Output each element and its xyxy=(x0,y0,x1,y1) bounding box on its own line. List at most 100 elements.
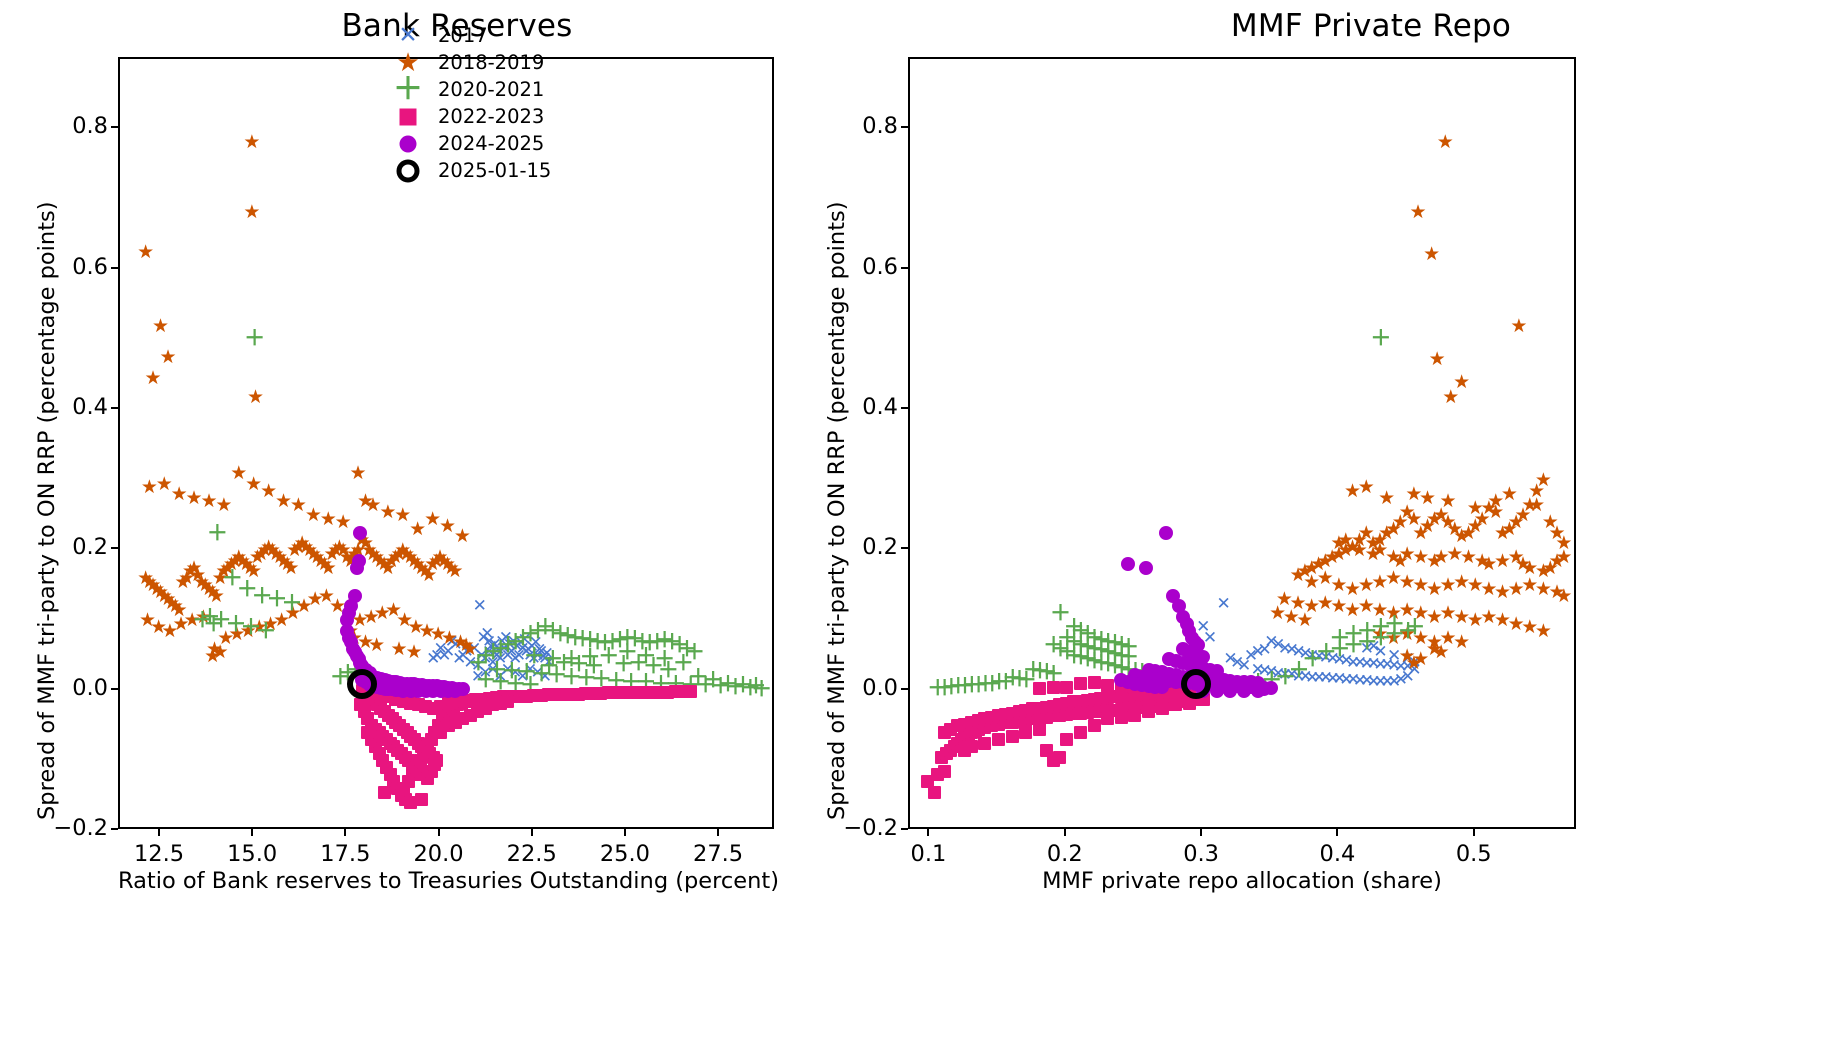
legend-item-2022-2023[interactable]: 2022-2023 xyxy=(388,103,638,130)
data-point: ＋ xyxy=(981,671,1003,696)
data-point: ✕ xyxy=(1305,645,1320,666)
legend-item-2025-01-15[interactable]: 2025-01-15 xyxy=(388,157,638,184)
data-point: ★ xyxy=(252,542,270,565)
legend-item-2017[interactable]: ✕ 2017 xyxy=(388,22,638,49)
data-point: ★ xyxy=(1405,651,1423,674)
data-point: ★ xyxy=(457,634,475,657)
data-point: ＋ xyxy=(1090,650,1112,675)
data-point: ★ xyxy=(215,493,233,516)
data-point: ★ xyxy=(319,507,337,530)
data-point: ★ xyxy=(1439,490,1457,513)
y-tick-mark xyxy=(901,266,908,269)
data-point: ★ xyxy=(144,367,162,390)
data-point: ✕ xyxy=(487,635,502,656)
data-point xyxy=(1033,682,1046,696)
data-point: ＋ xyxy=(538,654,560,679)
data-point: ✕ xyxy=(455,645,471,666)
data-point: ＋ xyxy=(669,633,691,658)
data-point: ★ xyxy=(1357,574,1375,597)
x-marker-icon: ✕ xyxy=(398,22,418,48)
data-point: ＋ xyxy=(628,650,650,675)
data-point: ＋ xyxy=(1063,629,1085,654)
data-point: ★ xyxy=(368,546,386,569)
data-point: ★ xyxy=(304,504,322,527)
data-point: ★ xyxy=(405,641,423,664)
data-point: ★ xyxy=(1405,483,1423,506)
data-point: ＋ xyxy=(745,674,767,699)
data-point: ✕ xyxy=(1346,652,1361,673)
data-point: ＋ xyxy=(575,666,597,690)
data-point: ★ xyxy=(357,490,375,513)
data-point: ★ xyxy=(183,609,201,632)
data-point xyxy=(1169,698,1183,712)
data-point: ★ xyxy=(289,493,307,516)
data-point: ✕ xyxy=(504,642,519,663)
data-point: ★ xyxy=(1371,623,1389,646)
y-tick-mark xyxy=(901,406,908,409)
data-point xyxy=(928,785,942,799)
data-point: ★ xyxy=(200,577,218,600)
data-point: ＋ xyxy=(512,626,534,650)
x-tick-label: 0.1 xyxy=(910,841,947,867)
data-point xyxy=(378,785,392,799)
data-point: ★ xyxy=(364,542,382,565)
data-point: ★ xyxy=(152,581,170,604)
data-point: ★ xyxy=(1466,497,1484,520)
data-point: ★ xyxy=(349,462,367,485)
circle-marker-icon xyxy=(388,130,428,157)
plus-marker-icon: ＋ xyxy=(393,71,423,107)
legend-item-2024-2025[interactable]: 2024-2025 xyxy=(388,130,638,157)
data-point: ★ xyxy=(373,602,391,625)
data-point: ★ xyxy=(334,539,352,562)
data-point: ★ xyxy=(1507,546,1525,569)
data-point: ＋ xyxy=(631,629,653,654)
data-point: ★ xyxy=(243,130,261,153)
data-point: ＋ xyxy=(1063,615,1085,640)
data-point: ✕ xyxy=(433,638,448,659)
data-point: ★ xyxy=(368,634,386,657)
data-point: ＋ xyxy=(1370,615,1392,640)
data-point: ＋ xyxy=(546,663,568,688)
data-point: ＋ xyxy=(1118,635,1140,660)
data-point: ＋ xyxy=(1404,615,1426,640)
data-point: ★ xyxy=(1432,546,1450,569)
data-point: ★ xyxy=(1419,514,1437,537)
data-point: ★ xyxy=(1316,567,1334,590)
data-point: ＋ xyxy=(1097,651,1119,676)
legend-item-2020-2021[interactable]: ＋ 2020-2021 xyxy=(388,71,638,107)
data-point: ★ xyxy=(1487,500,1505,523)
x-tick-label: 12.5 xyxy=(133,841,185,867)
data-point: ★ xyxy=(166,595,184,618)
legend-item-2018-2019[interactable]: ★ 2018-2019 xyxy=(388,49,638,76)
data-point: ✕ xyxy=(1380,655,1395,676)
y-tick-label: 0.8 xyxy=(862,113,898,140)
data-point: ★ xyxy=(1534,619,1552,642)
data-point: ★ xyxy=(297,535,315,558)
data-point: ★ xyxy=(1528,493,1546,516)
data-point: ＋ xyxy=(676,636,698,661)
y-tick-label: 0.4 xyxy=(72,393,108,420)
y-tick-mark xyxy=(111,547,118,550)
data-point: ★ xyxy=(1459,546,1477,569)
data-point: ✕ xyxy=(1230,652,1245,673)
data-point: ★ xyxy=(1384,602,1402,625)
data-point: ★ xyxy=(323,542,341,565)
data-point: ★ xyxy=(1480,605,1498,628)
data-point: ＋ xyxy=(643,654,664,679)
data-point: ＋ xyxy=(661,629,683,654)
data-point: ＋ xyxy=(1097,640,1119,665)
data-point: ★ xyxy=(260,535,278,558)
data-point: ★ xyxy=(1555,532,1573,555)
data-point: ★ xyxy=(1350,539,1368,562)
data-point: ★ xyxy=(424,507,442,530)
data-point: ★ xyxy=(351,609,369,632)
data-point: ★ xyxy=(1398,623,1416,646)
data-point: ＋ xyxy=(266,587,288,612)
data-point xyxy=(347,588,362,603)
data-point: ＋ xyxy=(523,643,545,668)
data-point: ★ xyxy=(284,602,302,625)
y-axis-label-right: Spread of MMF tri-party to ON RRP (perce… xyxy=(824,201,850,820)
data-point: ★ xyxy=(1384,518,1402,541)
data-point: ★ xyxy=(364,493,382,516)
data-point: ＋ xyxy=(579,628,601,653)
